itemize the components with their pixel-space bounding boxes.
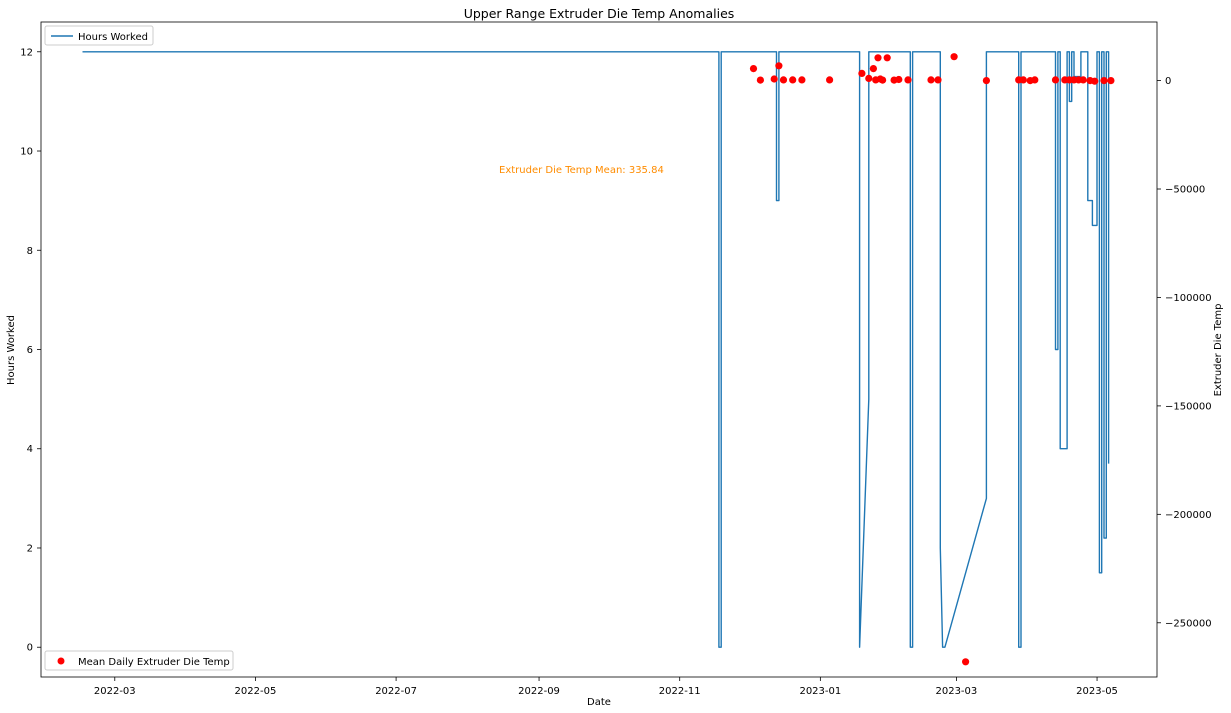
y-tick-label: 8 [27,246,33,257]
die-temp-point [858,69,866,77]
x-tick-label: 2023-03 [935,686,977,697]
y-tick-label: 2 [27,543,33,554]
die-temp-point [775,62,783,70]
die-temp-point [934,76,942,84]
die-temp-point [883,54,891,62]
y2-tick-label: −100000 [1165,293,1212,304]
die-temp-point [879,76,887,84]
die-temp-point [756,76,765,84]
die-temp-point [1091,77,1099,85]
y-axis-label: Hours Worked [6,315,17,385]
y2-axis-label: Extruder Die Temp [1213,304,1224,397]
x-tick-label: 2022-09 [518,686,560,697]
legend-hours-worked-label: Hours Worked [78,32,148,43]
y2-tick-label: −250000 [1165,618,1212,629]
legend-die-temp: Mean Daily Extruder Die Temp [44,650,234,671]
x-tick-label: 2022-05 [235,686,277,697]
plot-frame [40,21,1158,678]
die-temp-series [749,53,1115,666]
die-temp-point [1019,76,1027,84]
y2-tick-label: −150000 [1165,401,1212,412]
legend-die-temp-label: Mean Daily Extruder Die Temp [78,657,230,668]
die-temp-point [779,76,788,84]
y-tick-label: 4 [27,444,33,455]
hours-worked-series [82,51,1110,648]
die-temp-point [1079,76,1087,84]
y2-tick-label: 0 [1165,76,1171,87]
hours-worked-line [82,51,1110,648]
y-tick-label: 12 [20,47,33,58]
x-tick-label: 2022-11 [659,686,701,697]
y2-tick-label: −200000 [1165,510,1212,521]
y-tick-label: 0 [27,643,33,654]
die-temp-point [1100,77,1108,85]
die-temp-point [927,76,935,84]
die-temp-point [904,76,912,84]
die-temp-point [982,77,991,85]
die-temp-point [826,76,834,84]
legend-bottom-box [44,650,234,671]
die-temp-point [895,75,903,84]
x-tick-label: 2023-01 [799,686,841,697]
x-tick-label: 2022-07 [375,686,417,697]
die-temp-point [950,53,958,61]
x-axis-label: Date [587,697,611,708]
x-tick-label: 2023-05 [1076,686,1118,697]
die-temp-point [1051,76,1060,84]
legend-top-box [44,25,154,46]
die-temp-point [770,75,778,83]
die-temp-point [869,65,878,73]
y2-tick-label: −50000 [1165,185,1205,196]
x-tick-label: 2022-03 [94,686,136,697]
die-temp-point [749,65,758,73]
die-temp-point [865,74,873,82]
y-tick-label: 6 [27,345,33,356]
die-temp-point [1031,76,1039,84]
axes: 2022-03 2022-05 2022-07 2022-09 2022-11 2023-… [20,21,1212,697]
mean-annotation: Extruder Die Temp Mean: 335.84 [499,165,664,176]
legend-dot-swatch [57,657,65,665]
die-temp-point [874,54,882,62]
die-temp-point [962,658,970,666]
chart-title: Upper Range Extruder Die Temp Anomalies [464,6,735,21]
die-temp-point [798,76,806,84]
die-temp-point [789,76,797,84]
legend-hours-worked: Hours Worked [44,25,154,46]
y-tick-label: 10 [20,147,33,158]
die-temp-point [1107,77,1115,85]
